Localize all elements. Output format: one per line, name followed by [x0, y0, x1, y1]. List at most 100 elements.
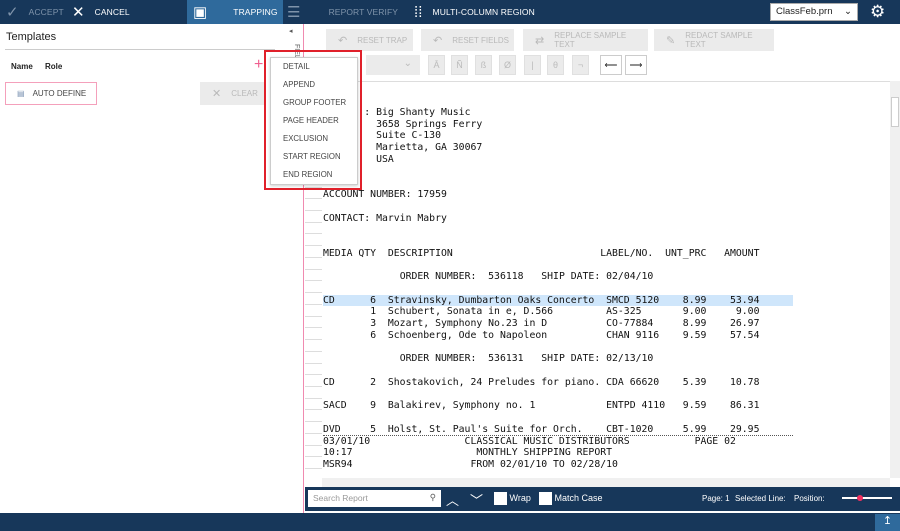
line-gutter — [305, 457, 322, 470]
report-line[interactable]: CONTACT: Marvin Mabry — [323, 212, 447, 224]
redact-sample-text-button[interactable]: ✎ REDACT SAMPLE TEXT — [654, 29, 774, 51]
tab-multi-column-region[interactable]: ⁞⁞ MULTI-COLUMN REGION — [414, 3, 535, 21]
line-gutter — [305, 469, 322, 478]
char-button[interactable]: θ — [547, 55, 564, 75]
search-input[interactable]: Search Report ⚲ — [308, 490, 441, 507]
menu-item[interactable]: DETAIL — [283, 62, 310, 71]
line-gutter — [305, 434, 322, 446]
match-case-checkbox[interactable]: Match Case — [539, 492, 603, 505]
position-label: Position: — [794, 494, 825, 503]
reset-fields-button[interactable]: ↶ RESET FIELDS — [421, 29, 514, 51]
report-viewer[interactable]: : Big Shanty Music 3658 Springs Ferry Suit… — [305, 81, 890, 478]
char-button[interactable]: Ñ — [451, 55, 468, 75]
trap-icon: ▣ — [193, 4, 208, 21]
report-line[interactable]: Marietta, GA 30067 — [376, 142, 483, 154]
undo-icon: ↶ — [338, 34, 348, 47]
reset-trap-button[interactable]: ↶ RESET TRAP — [326, 29, 413, 51]
report-line[interactable]: MSR94 FROM 02/01/10 TO 02/28/10 — [323, 458, 618, 470]
tab-trapping[interactable]: ▣ TRAPPING — [187, 0, 283, 24]
slider-knob[interactable] — [856, 495, 863, 501]
check-icon: ✓ — [6, 4, 19, 21]
report-line[interactable]: 6 Schoenberg, Ode to Napoleon CHAN 9116 … — [370, 329, 760, 341]
templates-panel: Templates Name Role + ▤ AUTO DEFINE ✕ CLEA… — [0, 24, 303, 513]
encoding-dropdown[interactable]: ⌄ — [366, 55, 420, 75]
line-gutter — [305, 258, 322, 270]
report-line[interactable]: ORDER NUMBER: 536131 SHIP DATE: 02/13/10 — [399, 353, 654, 365]
search-icon: ⚲ — [429, 492, 436, 502]
line-gutter — [305, 223, 322, 235]
menu-item[interactable]: EXCLUSION — [283, 134, 329, 143]
clear-button[interactable]: ✕ CLEAR — [200, 82, 266, 105]
line-gutter — [305, 270, 322, 282]
accept-button[interactable]: ✓ ACCEPT — [6, 4, 64, 21]
search-bar: Search Report ⚲ ︿ ﹀ Wrap Match Case Page:… — [305, 487, 900, 511]
file-select[interactable]: ClassFeb.prn ⌄ — [770, 3, 858, 21]
menu-item[interactable]: GROUP FOOTER — [283, 98, 347, 107]
report-line[interactable]: ACCOUNT NUMBER: 17959 — [323, 189, 447, 201]
line-gutter — [305, 234, 322, 247]
resize-icon[interactable]: ↥ — [875, 514, 900, 531]
report-line[interactable]: MEDIA QTY DESCRIPTION LABEL/NO. UNT_PRC … — [323, 247, 760, 259]
panel-title: Templates — [6, 31, 57, 43]
menu-item[interactable]: APPEND — [283, 80, 316, 89]
vertical-scrollbar[interactable] — [890, 81, 900, 478]
report-line[interactable]: USA — [376, 153, 394, 165]
report-line[interactable]: 3 Mozart, Symphony No.23 in D CO-77884 8… — [370, 318, 760, 330]
line-gutter — [305, 305, 322, 317]
line-gutter — [305, 340, 322, 352]
wrap-checkbox[interactable]: Wrap — [494, 492, 531, 505]
previous-match-icon[interactable]: ︿ — [446, 493, 460, 508]
line-gutter — [305, 246, 322, 258]
line-gutter — [305, 199, 322, 212]
close-icon: ✕ — [72, 4, 85, 21]
report-line[interactable]: DVD 5 Holst, St. Paul's Suite for Orch. … — [323, 423, 760, 435]
menu-item[interactable]: START REGION — [283, 152, 341, 161]
role-menu: DETAIL APPEND GROUP FOOTER PAGE HEADER EXCLU… — [270, 57, 358, 185]
redact-icon: ✎ — [666, 34, 676, 47]
report-line[interactable]: 10:17 MONTHLY SHIPPING REPORT — [323, 447, 613, 459]
top-toolbar: ✓ ACCEPT ✕ CANCEL ▣ TRAPPING ☰ REPORT VERIFY… — [0, 0, 900, 24]
char-button[interactable]: ¬ — [572, 55, 589, 75]
replace-icon: ⇄ — [535, 34, 545, 47]
cancel-button[interactable]: ✕ CANCEL — [72, 4, 130, 21]
splitter[interactable] — [303, 24, 304, 513]
char-button[interactable]: Ā — [428, 55, 445, 75]
replace-sample-text-button[interactable]: ⇄ REPLACE SAMPLE TEXT — [523, 29, 648, 51]
line-gutter — [305, 364, 322, 376]
report-line[interactable]: 3658 Springs Ferry — [376, 118, 483, 130]
menu-item[interactable]: END REGION — [283, 170, 333, 179]
report-line[interactable]: : Big Shanty Music — [364, 107, 471, 118]
column-name: Name — [11, 62, 33, 71]
line-gutter — [305, 375, 322, 387]
line-gutter — [305, 188, 322, 200]
next-match-icon[interactable]: ﹀ — [470, 493, 484, 508]
report-line[interactable]: CD 6 Stravinsky, Dumbarton Oaks Concerto… — [323, 294, 760, 306]
line-gutter — [305, 293, 322, 305]
collapse-icon[interactable]: ◂ — [289, 28, 293, 35]
page-indicator: Page: 1 — [702, 494, 730, 503]
line-gutter — [305, 352, 322, 364]
scroll-thumb[interactable] — [891, 97, 899, 127]
selected-line-highlight — [323, 294, 793, 307]
report-line[interactable]: SACD 9 Balakirev, Symphony no. 1 ENTPD 4… — [323, 400, 760, 412]
tab-report-verify[interactable]: ☰ REPORT VERIFY — [287, 4, 399, 21]
gear-icon[interactable]: ⚙ — [870, 2, 886, 21]
report-line[interactable]: CD 2 Shostakovich, 24 Preludes for piano… — [323, 376, 760, 388]
report-line[interactable]: 03/01/10 CLASSICAL MUSIC DISTRIBUTORS PA… — [323, 435, 793, 447]
add-template-icon[interactable]: + — [254, 56, 264, 73]
position-slider[interactable] — [842, 495, 892, 501]
char-button[interactable]: | — [524, 55, 541, 75]
char-button[interactable]: Ø — [499, 55, 516, 75]
arrow-button[interactable]: ⟵ — [600, 55, 622, 75]
columns-icon: ⁞⁞ — [414, 3, 423, 21]
menu-item[interactable]: PAGE HEADER — [283, 116, 339, 125]
close-icon: ✕ — [212, 88, 222, 100]
horizontal-scrollbar[interactable] — [322, 478, 890, 487]
report-line[interactable]: 1 Schubert, Sonata in e, D.566 AS-325 9.… — [370, 306, 760, 318]
report-line[interactable]: Suite C-130 — [376, 130, 441, 142]
report-line[interactable]: ORDER NUMBER: 536118 SHIP DATE: 02/04/10 — [399, 271, 654, 283]
char-button[interactable]: ß — [475, 55, 492, 75]
arrow-button[interactable]: ⟶ — [625, 55, 647, 75]
auto-define-button[interactable]: ▤ AUTO DEFINE — [5, 82, 97, 105]
line-gutter — [305, 328, 322, 341]
